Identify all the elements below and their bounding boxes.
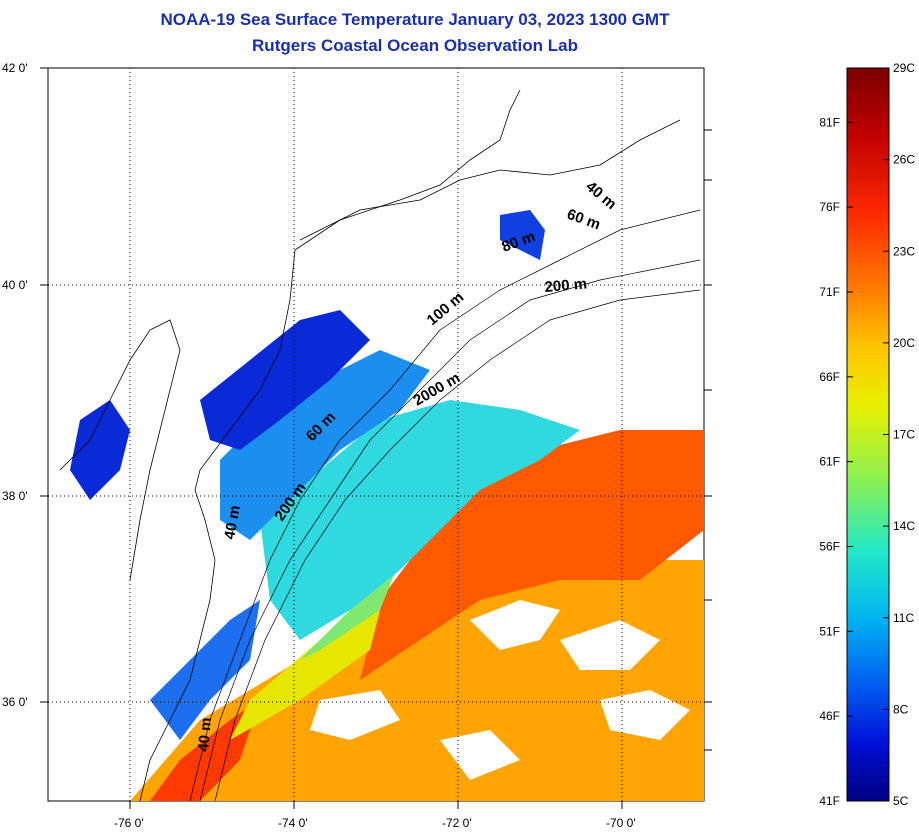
- cloud-patch-4: [600, 690, 690, 740]
- lat-label-38: 38 0': [2, 489, 28, 503]
- colorbar-celsius-label: 8C: [893, 702, 909, 716]
- cloud-patch-5: [440, 730, 520, 780]
- colorbar: [846, 67, 890, 802]
- colorbar-celsius-label: 11C: [893, 611, 914, 625]
- colorbar-fahrenheit-label: 71F: [819, 285, 840, 299]
- shelf-water-cyan: [260, 400, 580, 640]
- lat-label-42: 42 0': [2, 61, 28, 75]
- hot-water-region: [360, 430, 704, 680]
- map-title: NOAA-19 Sea Surface Temperature January …: [160, 10, 670, 29]
- colorbar-fahrenheit-label: 76F: [819, 200, 840, 214]
- colorbar-fahrenheit-label: 41F: [819, 794, 840, 808]
- depth-label: 40 m: [195, 717, 215, 753]
- isobath-100m: [199, 259, 701, 802]
- coastline: [139, 89, 521, 802]
- map-subtitle: Rutgers Coastal Ocean Observation Lab: [252, 36, 578, 55]
- colorbar-fahrenheit-label: 61F: [819, 455, 840, 469]
- graticule: [48, 68, 704, 801]
- colorbar-celsius-label: 17C: [893, 428, 915, 442]
- warm-water-region: [130, 560, 704, 801]
- colorbar-fahrenheit-label: 46F: [819, 709, 840, 723]
- colorbar-fahrenheit-label: 66F: [819, 370, 840, 384]
- colorbar-fahrenheit-label: 56F: [819, 539, 840, 553]
- isobath-60m: [189, 209, 701, 802]
- colorbar-celsius-label: 14C: [893, 519, 915, 533]
- transition-water: [230, 610, 380, 740]
- cloud-patch-3: [560, 620, 660, 670]
- lon-label-70: -70 0': [606, 816, 636, 830]
- colorbar-celsius-label: 26C: [893, 153, 915, 167]
- coastal-water-dark: [200, 310, 370, 450]
- colorbar-labels: 29C 26C 23C 20C 17C 14C 11C 8C 5C 81F 76F 71F 66F 61F…: [819, 61, 915, 808]
- shelf-water-blue: [220, 350, 430, 540]
- chesapeake-water: [70, 400, 130, 500]
- depth-label: 40 m: [221, 504, 244, 541]
- cloud-patch-1: [470, 600, 560, 650]
- hot-water-south: [150, 700, 260, 801]
- isobath-200m: [214, 289, 701, 802]
- coastline-ne: [299, 119, 681, 241]
- colorbar-celsius-label: 20C: [893, 336, 915, 350]
- lon-label-72: -72 0': [442, 816, 472, 830]
- colorbar-celsius-label: 29C: [893, 61, 915, 75]
- sst-imagery: [70, 210, 704, 801]
- frame-ticks: [40, 67, 712, 809]
- colorbar-fahrenheit-label: 51F: [819, 624, 840, 638]
- depth-label: 200 m: [544, 275, 588, 296]
- colorbar-celsius-label: 23C: [893, 244, 915, 258]
- lon-label-76: -76 0': [114, 816, 144, 830]
- colorbar-fahrenheit-label: 81F: [819, 115, 840, 129]
- lat-label-36: 36 0': [2, 695, 28, 709]
- lat-label-40: 40 0': [2, 278, 28, 292]
- colorbar-celsius-label: 5C: [893, 794, 909, 808]
- lon-label-74: -74 0': [278, 816, 308, 830]
- northern-patches: [500, 210, 545, 260]
- coastline-bay: [59, 319, 181, 581]
